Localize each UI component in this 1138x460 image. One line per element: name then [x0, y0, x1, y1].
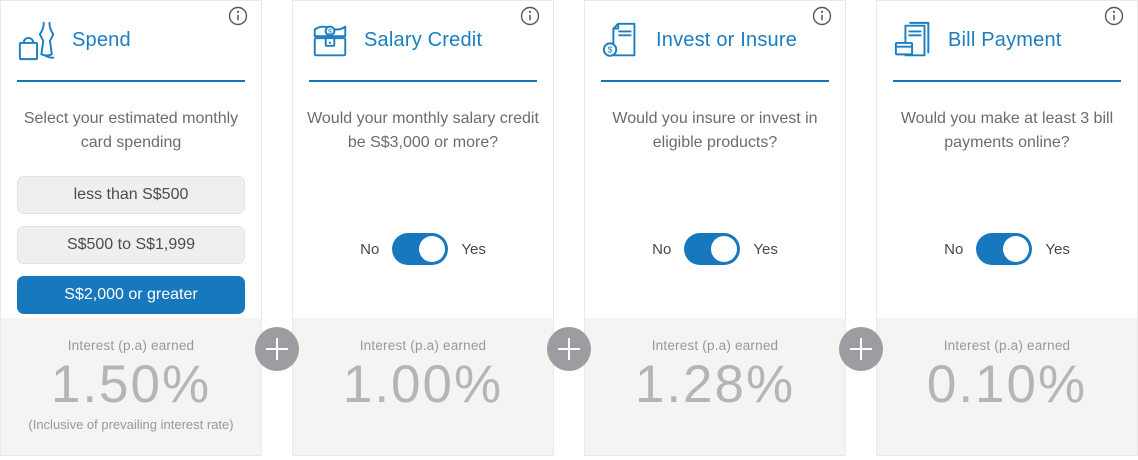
invest-toggle-row: No Yes [585, 233, 845, 265]
spend-options: less than S$500 S$500 to S$1,999 S$2,000… [17, 176, 245, 314]
card-header: Bill Payment [893, 1, 1121, 82]
interest-band: Interest (p.a) earned 1.28% [585, 318, 845, 455]
interest-band: Interest (p.a) earned 1.00% [293, 318, 553, 455]
salary-toggle-row: No Yes [293, 233, 553, 265]
card-title: Salary Credit [364, 29, 483, 51]
interest-value: 1.50% [50, 355, 212, 414]
interest-label: Interest (p.a) earned [67, 338, 195, 353]
toggle-knob [1003, 236, 1030, 262]
card-invest-or-insure: $ Invest or Insure Would you insure or i… [584, 0, 846, 456]
spend-option-2000-plus[interactable]: S$2,000 or greater [17, 276, 245, 314]
card-question: Would your monthly salary credit be S$3,… [307, 110, 539, 151]
interest-value: 1.28% [634, 355, 796, 414]
toggle-on-label: Yes [461, 240, 486, 258]
card-question: Would you insure or invest in eligible p… [612, 110, 818, 151]
toggle-knob [419, 236, 446, 262]
toggle-off-label: No [652, 240, 672, 258]
toggle-knob [711, 236, 738, 262]
card-question: Would you make at least 3 bill payments … [900, 110, 1114, 151]
plus-icon[interactable] [255, 327, 299, 371]
toggle-off-label: No [944, 240, 964, 258]
interest-value: 0.10% [926, 355, 1088, 414]
plus-icon[interactable] [839, 327, 883, 371]
interest-band: Interest (p.a) earned 0.10% [877, 318, 1137, 455]
card-spend: Spend Select your estimated monthly card… [0, 0, 262, 456]
info-icon[interactable] [520, 6, 540, 26]
spend-option-500-1999[interactable]: S$500 to S$1,999 [17, 226, 245, 264]
svg-text:$: $ [328, 26, 333, 35]
info-icon[interactable] [812, 6, 832, 26]
spend-option-less-500[interactable]: less than S$500 [17, 176, 245, 214]
card-header: $ Salary Credit [309, 1, 537, 82]
salary-wallet-icon: $ [309, 20, 351, 62]
plus-icon[interactable] [547, 327, 591, 371]
info-icon[interactable] [1104, 6, 1124, 26]
svg-text:$: $ [608, 44, 613, 54]
interest-label: Interest (p.a) earned [943, 338, 1071, 353]
bill-stack-icon [893, 20, 935, 62]
shopping-spend-icon [17, 20, 59, 62]
bill-toggle-switch[interactable] [976, 233, 1033, 265]
card-header: $ Invest or Insure [601, 1, 829, 82]
toggle-on-label: Yes [1045, 240, 1070, 258]
card-bill-payment: Bill Payment Would you make at least 3 b… [876, 0, 1138, 456]
card-title: Bill Payment [948, 29, 1062, 51]
card-question: Select your estimated monthly card spend… [23, 110, 239, 151]
bill-toggle-row: No Yes [877, 233, 1137, 265]
interest-note: (Inclusive of prevailing interest rate) [28, 417, 234, 433]
toggle-off-label: No [360, 240, 380, 258]
card-header: Spend [17, 1, 245, 82]
card-salary-credit: $ Salary Credit Would your monthly salar… [292, 0, 554, 456]
card-title: Invest or Insure [656, 29, 798, 51]
interest-label: Interest (p.a) earned [651, 338, 779, 353]
toggle-on-label: Yes [753, 240, 778, 258]
invest-toggle-switch[interactable] [684, 233, 741, 265]
interest-band: Interest (p.a) earned 1.50% (Inclusive o… [1, 318, 261, 455]
interest-label: Interest (p.a) earned [359, 338, 487, 353]
salary-toggle-switch[interactable] [392, 233, 449, 265]
card-title: Spend [72, 29, 131, 51]
interest-value: 1.00% [342, 355, 504, 414]
info-icon[interactable] [228, 6, 248, 26]
invest-document-icon: $ [601, 20, 643, 62]
